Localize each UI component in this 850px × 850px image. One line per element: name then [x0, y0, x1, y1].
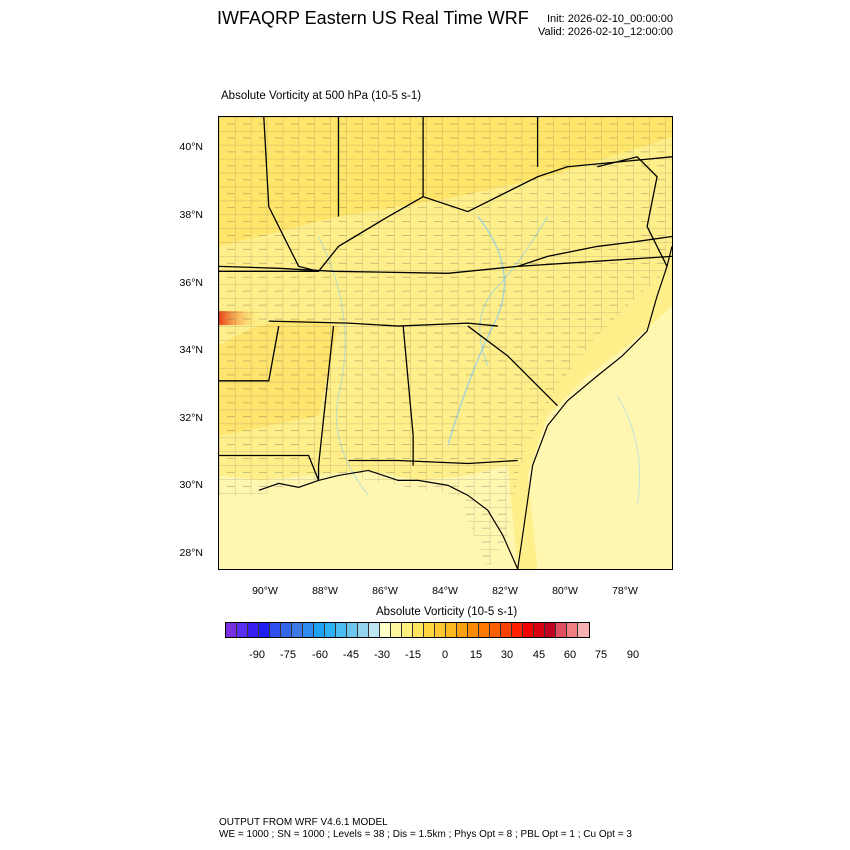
colorbar-tick: 30	[500, 649, 514, 661]
lon-label-86w: 86°W	[372, 585, 398, 597]
colorbar-cell	[479, 623, 490, 637]
colorbar-cell	[259, 623, 270, 637]
colorbar-cell	[347, 623, 358, 637]
state-boundaries	[219, 117, 672, 481]
lon-label-84w: 84°W	[432, 585, 458, 597]
lat-label-28n: 28°N	[179, 547, 203, 559]
lon-label-80w: 80°W	[552, 585, 578, 597]
colorbar-cell	[248, 623, 259, 637]
colorbar-tick: -60	[312, 649, 328, 661]
lon-label-78w: 78°W	[612, 585, 638, 597]
lat-label-30n: 30°N	[179, 479, 203, 491]
model-info: OUTPUT FROM WRF V4.6.1 MODEL	[219, 817, 388, 828]
colorbar-cell	[281, 623, 292, 637]
colorbar-cell	[314, 623, 325, 637]
colorbar-tick: -45	[343, 649, 359, 661]
colorbar	[225, 622, 590, 638]
colorbar-tick: 15	[469, 649, 483, 661]
colorbar-cell	[369, 623, 380, 637]
colorbar-cell	[446, 623, 457, 637]
colorbar-tick: -15	[405, 649, 421, 661]
colorbar-cell	[292, 623, 303, 637]
colorbar-cell	[578, 623, 589, 637]
colorbar-cell	[391, 623, 402, 637]
colorbar-cell	[490, 623, 501, 637]
atlantic-ocean	[527, 306, 672, 569]
colorbar-cell	[413, 623, 424, 637]
colorbar-cell	[402, 623, 413, 637]
colorbar-cell	[237, 623, 248, 637]
plot-title: Absolute Vorticity at 500 hPa (10-5 s-1)	[221, 90, 422, 102]
lon-label-88w: 88°W	[312, 585, 338, 597]
colorbar-tick: 90	[626, 649, 640, 661]
colorbar-cell	[424, 623, 435, 637]
init-time: Init: 2026-02-10_00:00:00	[547, 13, 673, 25]
lat-label-38n: 38°N	[179, 209, 203, 221]
model-title: IWFAQRP Eastern US Real Time WRF	[217, 8, 529, 28]
colorbar-cell	[468, 623, 479, 637]
colorbar-tick: 75	[594, 649, 608, 661]
lat-label-34n: 34°N	[179, 344, 203, 356]
colorbar-tick: -90	[249, 649, 265, 661]
lon-label-90w: 90°W	[252, 585, 278, 597]
colorbar-cell	[534, 623, 545, 637]
valid-time: Valid: 2026-02-10_12:00:00	[538, 26, 673, 38]
colorbar-cell	[567, 623, 578, 637]
model-config: WE = 1000 ; SN = 1000 ; Levels = 38 ; Di…	[219, 829, 632, 840]
colorbar-cell	[226, 623, 237, 637]
colorbar-tick: -30	[374, 649, 390, 661]
colorbar-cell	[270, 623, 281, 637]
colorbar-cell	[512, 623, 523, 637]
colorbar-cell	[523, 623, 534, 637]
colorbar-tick: 0	[441, 649, 449, 661]
colorbar-cell	[457, 623, 468, 637]
colorbar-cell	[336, 623, 347, 637]
colorbar-cell	[380, 623, 391, 637]
lon-label-82w: 82°W	[492, 585, 518, 597]
colorbar-tick: -75	[280, 649, 296, 661]
lat-label-40n: 40°N	[179, 141, 203, 153]
colorbar-cell	[303, 623, 314, 637]
county-boundaries	[219, 117, 672, 569]
colorbar-cell	[501, 623, 512, 637]
colorbar-cell	[358, 623, 369, 637]
colorbar-cell	[435, 623, 446, 637]
colorbar-cell	[325, 623, 336, 637]
lat-label-32n: 32°N	[179, 412, 203, 424]
colorbar-cell	[556, 623, 567, 637]
colorbar-cell	[545, 623, 556, 637]
vorticity-map	[218, 116, 673, 570]
colorbar-tick: 60	[563, 649, 577, 661]
coastline	[258, 246, 672, 569]
colorbar-tick: 45	[532, 649, 546, 661]
lat-label-36n: 36°N	[179, 277, 203, 289]
colorbar-title: Absolute Vorticity (10-5 s-1)	[376, 606, 518, 618]
